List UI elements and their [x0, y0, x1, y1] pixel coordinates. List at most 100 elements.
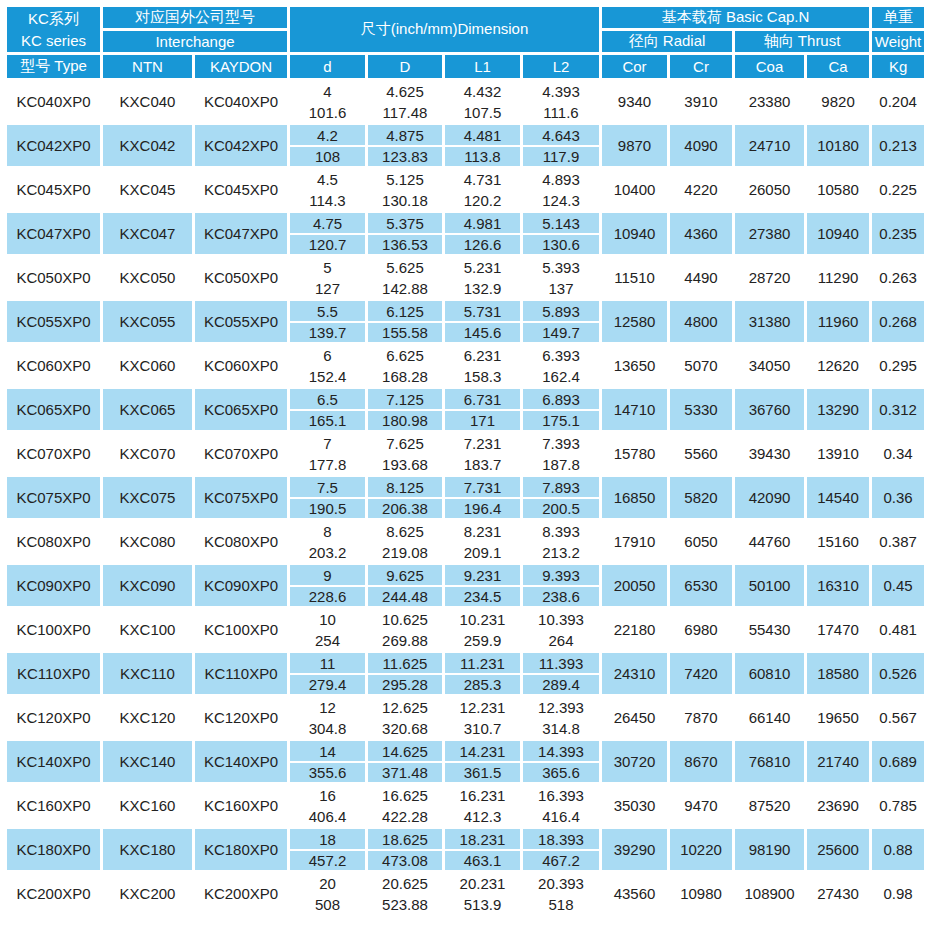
dim-cell-L2: 5.143130.6 — [522, 212, 601, 256]
mm-value: 406.4 — [290, 807, 365, 826]
mm-value: 126.6 — [445, 235, 520, 254]
inch-value: 4.481 — [445, 125, 520, 147]
mm-value: 285.3 — [445, 675, 520, 694]
cor-cell: 14710 — [601, 388, 669, 432]
kaydon-cell: KC047XP0 — [194, 212, 289, 256]
mm-value: 114.3 — [290, 191, 365, 210]
inch-value: 8.231 — [445, 521, 520, 543]
dim-cell-d: 7177.8 — [289, 432, 367, 476]
dim-cell-d: 5127 — [289, 256, 367, 300]
header-interchange-zh: 对应国外公司型号 — [102, 6, 289, 30]
mm-value: 130.18 — [368, 191, 442, 210]
mm-value: 269.88 — [368, 631, 442, 650]
table-row: KC120XP0KXC120KC120XP012304.812.625320.6… — [6, 696, 926, 740]
table-row: KC047XP0KXC047KC047XP04.75120.75.375136.… — [6, 212, 926, 256]
inch-value: 4.893 — [523, 169, 599, 191]
mm-value: 108 — [290, 147, 365, 166]
type-cell: KC047XP0 — [6, 212, 102, 256]
mm-value: 111.6 — [523, 103, 599, 122]
kg-cell: 0.312 — [871, 388, 926, 432]
cr-cell: 5560 — [669, 432, 734, 476]
ca-cell: 11960 — [806, 300, 871, 344]
coa-cell: 44760 — [734, 520, 806, 564]
mm-value: 412.3 — [445, 807, 520, 826]
mm-value: 113.8 — [445, 147, 520, 166]
dim-cell-L1: 12.231310.7 — [444, 696, 522, 740]
mm-value: 203.2 — [290, 543, 365, 562]
ca-cell: 17470 — [806, 608, 871, 652]
mm-value: 142.88 — [368, 279, 442, 298]
ca-cell: 10180 — [806, 124, 871, 168]
inch-value: 4.625 — [368, 81, 442, 103]
inch-value: 9.231 — [445, 565, 520, 587]
col-kg: Kg — [871, 54, 926, 80]
mm-value: 180.98 — [368, 411, 442, 430]
ntn-cell: KXC090 — [102, 564, 194, 608]
dim-cell-D: 5.625142.88 — [367, 256, 444, 300]
table-row: KC075XP0KXC075KC075XP07.5190.58.125206.3… — [6, 476, 926, 520]
inch-value: 5.625 — [368, 257, 442, 279]
dim-cell-L2: 12.393314.8 — [522, 696, 601, 740]
table-row: KC070XP0KXC070KC070XP07177.87.625193.687… — [6, 432, 926, 476]
mm-value: 123.83 — [368, 147, 442, 166]
ntn-cell: KXC120 — [102, 696, 194, 740]
inch-value: 4.75 — [290, 213, 365, 235]
inch-value: 7.125 — [368, 389, 442, 411]
table-row: KC060XP0KXC060KC060XP06152.46.625168.286… — [6, 344, 926, 388]
mm-value: 463.1 — [445, 851, 520, 870]
mm-value: 209.1 — [445, 543, 520, 562]
table-row: KC160XP0KXC160KC160XP016406.416.625422.2… — [6, 784, 926, 828]
inch-value: 4.5 — [290, 169, 365, 191]
mm-value: 361.5 — [445, 763, 520, 782]
mm-value: 310.7 — [445, 719, 520, 738]
mm-value: 162.4 — [523, 367, 599, 386]
table-row: KC200XP0KXC200KC200XP02050820.625523.882… — [6, 872, 926, 916]
kg-cell: 0.481 — [871, 608, 926, 652]
inch-value: 10.625 — [368, 609, 442, 631]
cr-cell: 6050 — [669, 520, 734, 564]
ntn-cell: KXC050 — [102, 256, 194, 300]
header-basic-cap: 基本载荷 Basic Cap.N — [601, 6, 871, 30]
col-d: d — [289, 54, 367, 80]
ntn-cell: KXC075 — [102, 476, 194, 520]
dim-cell-D: 4.625117.48 — [367, 80, 444, 124]
inch-value: 20.393 — [523, 873, 599, 895]
type-cell: KC040XP0 — [6, 80, 102, 124]
inch-value: 12.393 — [523, 697, 599, 719]
dim-cell-D: 6.625168.28 — [367, 344, 444, 388]
kg-cell: 0.785 — [871, 784, 926, 828]
mm-value: 213.2 — [523, 543, 599, 562]
dim-cell-L2: 4.393111.6 — [522, 80, 601, 124]
inch-value: 6 — [290, 345, 365, 367]
inch-value: 11.625 — [368, 653, 442, 675]
dim-cell-D: 12.625320.68 — [367, 696, 444, 740]
dim-cell-d: 12304.8 — [289, 696, 367, 740]
cr-cell: 8670 — [669, 740, 734, 784]
inch-value: 8.125 — [368, 477, 442, 499]
inch-value: 14.625 — [368, 741, 442, 763]
kg-cell: 0.387 — [871, 520, 926, 564]
mm-value: 355.6 — [290, 763, 365, 782]
inch-value: 5.731 — [445, 301, 520, 323]
kaydon-cell: KC120XP0 — [194, 696, 289, 740]
coa-cell: 42090 — [734, 476, 806, 520]
kg-cell: 0.268 — [871, 300, 926, 344]
mm-value: 155.58 — [368, 323, 442, 342]
dim-cell-d: 18457.2 — [289, 828, 367, 872]
dim-cell-L2: 10.393264 — [522, 608, 601, 652]
dim-cell-L2: 5.393137 — [522, 256, 601, 300]
inch-value: 5 — [290, 257, 365, 279]
dim-cell-L2: 6.893175.1 — [522, 388, 601, 432]
cr-cell: 9470 — [669, 784, 734, 828]
dim-cell-D: 14.625371.48 — [367, 740, 444, 784]
inch-value: 6.625 — [368, 345, 442, 367]
ca-cell: 19650 — [806, 696, 871, 740]
inch-value: 12.231 — [445, 697, 520, 719]
ca-cell: 27430 — [806, 872, 871, 916]
ntn-cell: KXC045 — [102, 168, 194, 212]
header-interchange-en: Interchange — [102, 30, 289, 54]
inch-value: 10 — [290, 609, 365, 631]
type-cell: KC070XP0 — [6, 432, 102, 476]
coa-cell: 26050 — [734, 168, 806, 212]
kg-cell: 0.45 — [871, 564, 926, 608]
